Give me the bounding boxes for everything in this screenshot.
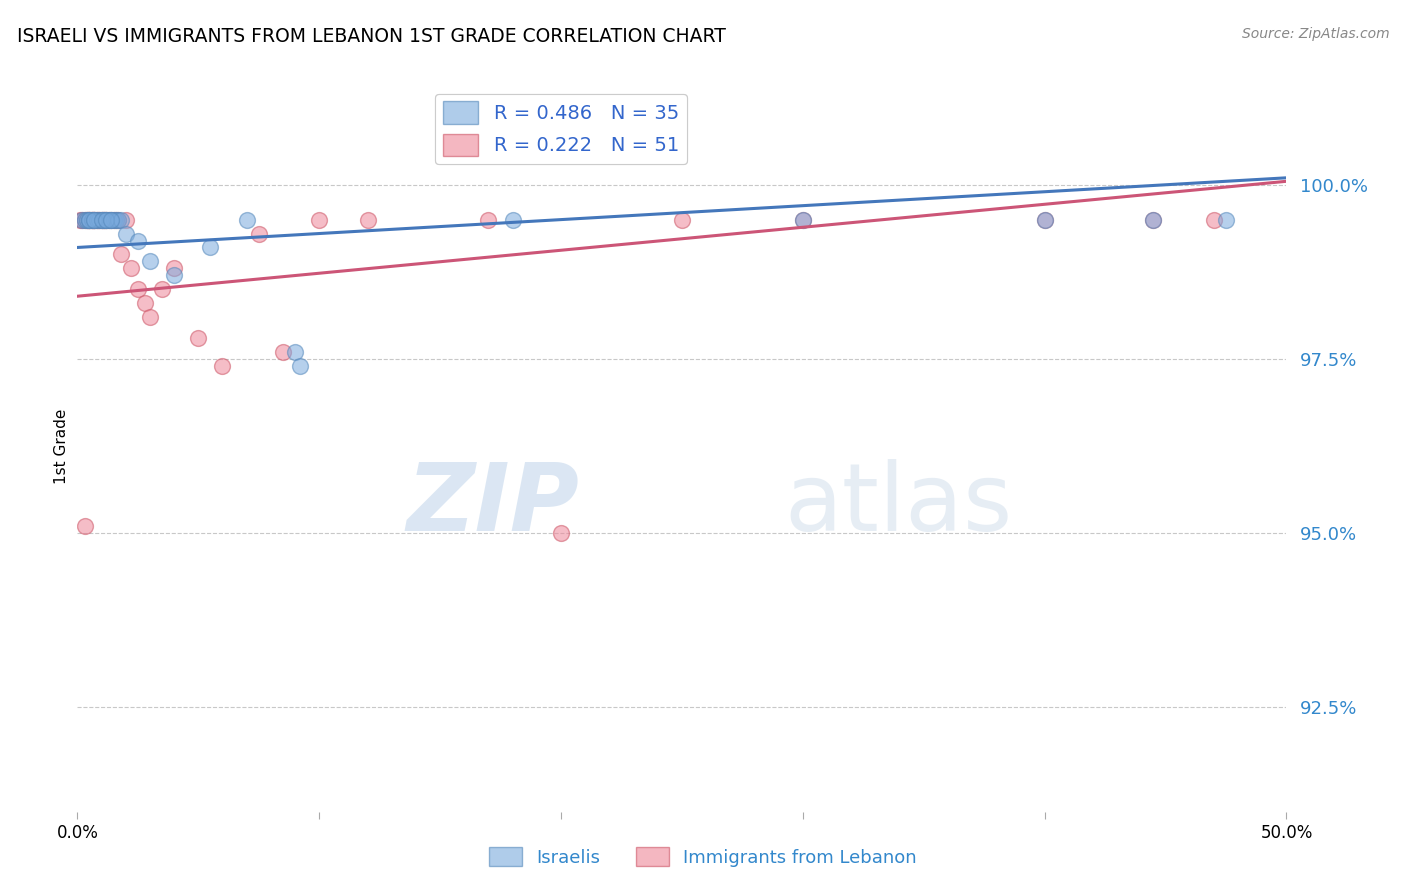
Point (105, 212, 128, 227)
Point (139, 254, 162, 268)
Point (86, 212, 108, 227)
Point (93, 212, 115, 227)
Point (792, 212, 814, 227)
Point (100, 212, 122, 227)
Point (163, 268, 186, 283)
Point (1142, 212, 1164, 227)
Point (1142, 212, 1164, 227)
Point (76, 212, 98, 227)
Point (139, 310, 162, 325)
Legend: Israelis, Immigrants from Lebanon: Israelis, Immigrants from Lebanon (482, 840, 924, 874)
Point (87, 212, 110, 227)
Point (90, 212, 112, 227)
Point (105, 212, 128, 227)
Point (87, 212, 110, 227)
Point (93, 212, 115, 227)
Point (79, 212, 101, 227)
Point (114, 227, 136, 241)
Point (127, 234, 149, 248)
Point (187, 331, 209, 345)
Point (83, 212, 105, 227)
Point (1215, 212, 1237, 227)
Point (96, 212, 118, 227)
Text: ISRAELI VS IMMIGRANTS FROM LEBANON 1ST GRADE CORRELATION CHART: ISRAELI VS IMMIGRANTS FROM LEBANON 1ST G… (17, 27, 725, 45)
Point (80, 212, 103, 227)
Point (110, 247, 132, 261)
Point (550, 526, 572, 541)
Point (127, 282, 149, 296)
Point (87, 212, 110, 227)
Point (90, 212, 112, 227)
Point (83, 212, 105, 227)
Y-axis label: 1st Grade: 1st Grade (53, 409, 69, 483)
Point (73, 519, 96, 533)
Point (1202, 212, 1225, 227)
Text: ZIP: ZIP (406, 458, 579, 550)
Point (70, 212, 93, 227)
Point (73, 212, 96, 227)
Point (69, 212, 91, 227)
Point (70, 212, 93, 227)
Point (235, 212, 257, 227)
Point (107, 212, 129, 227)
Point (83, 212, 105, 227)
Point (356, 212, 378, 227)
Point (90, 212, 112, 227)
Point (96, 212, 118, 227)
Point (79, 212, 101, 227)
Point (163, 261, 186, 276)
Point (100, 212, 122, 227)
Point (284, 345, 307, 359)
Point (200, 240, 222, 254)
Point (97, 212, 120, 227)
Point (76, 212, 98, 227)
Point (114, 212, 136, 227)
Point (80, 212, 103, 227)
Point (97, 212, 120, 227)
Point (96, 212, 118, 227)
Point (83, 212, 105, 227)
Point (271, 345, 294, 359)
Point (477, 212, 499, 227)
Point (83, 212, 105, 227)
Point (211, 359, 233, 373)
Point (110, 212, 132, 227)
Point (671, 212, 693, 227)
Point (1033, 212, 1056, 227)
Point (1033, 212, 1056, 227)
Point (79, 212, 101, 227)
Point (100, 212, 122, 227)
Point (90, 212, 112, 227)
Point (502, 212, 524, 227)
Point (86, 212, 108, 227)
Point (80, 212, 103, 227)
Point (134, 296, 156, 310)
Point (79, 212, 101, 227)
Point (103, 212, 125, 227)
Point (288, 359, 311, 373)
Point (120, 261, 142, 276)
Point (93, 212, 115, 227)
Point (107, 212, 129, 227)
Point (103, 212, 125, 227)
Point (792, 212, 814, 227)
Point (247, 227, 270, 241)
Text: Source: ZipAtlas.com: Source: ZipAtlas.com (1241, 27, 1389, 41)
Text: atlas: atlas (785, 458, 1012, 550)
Point (80, 212, 103, 227)
Point (73, 212, 96, 227)
Point (79, 212, 101, 227)
Point (150, 282, 173, 296)
Legend: R = 0.486   N = 35, R = 0.222   N = 51: R = 0.486 N = 35, R = 0.222 N = 51 (436, 94, 686, 164)
Point (96, 212, 118, 227)
Point (76, 212, 98, 227)
Point (86, 212, 108, 227)
Point (308, 212, 330, 227)
